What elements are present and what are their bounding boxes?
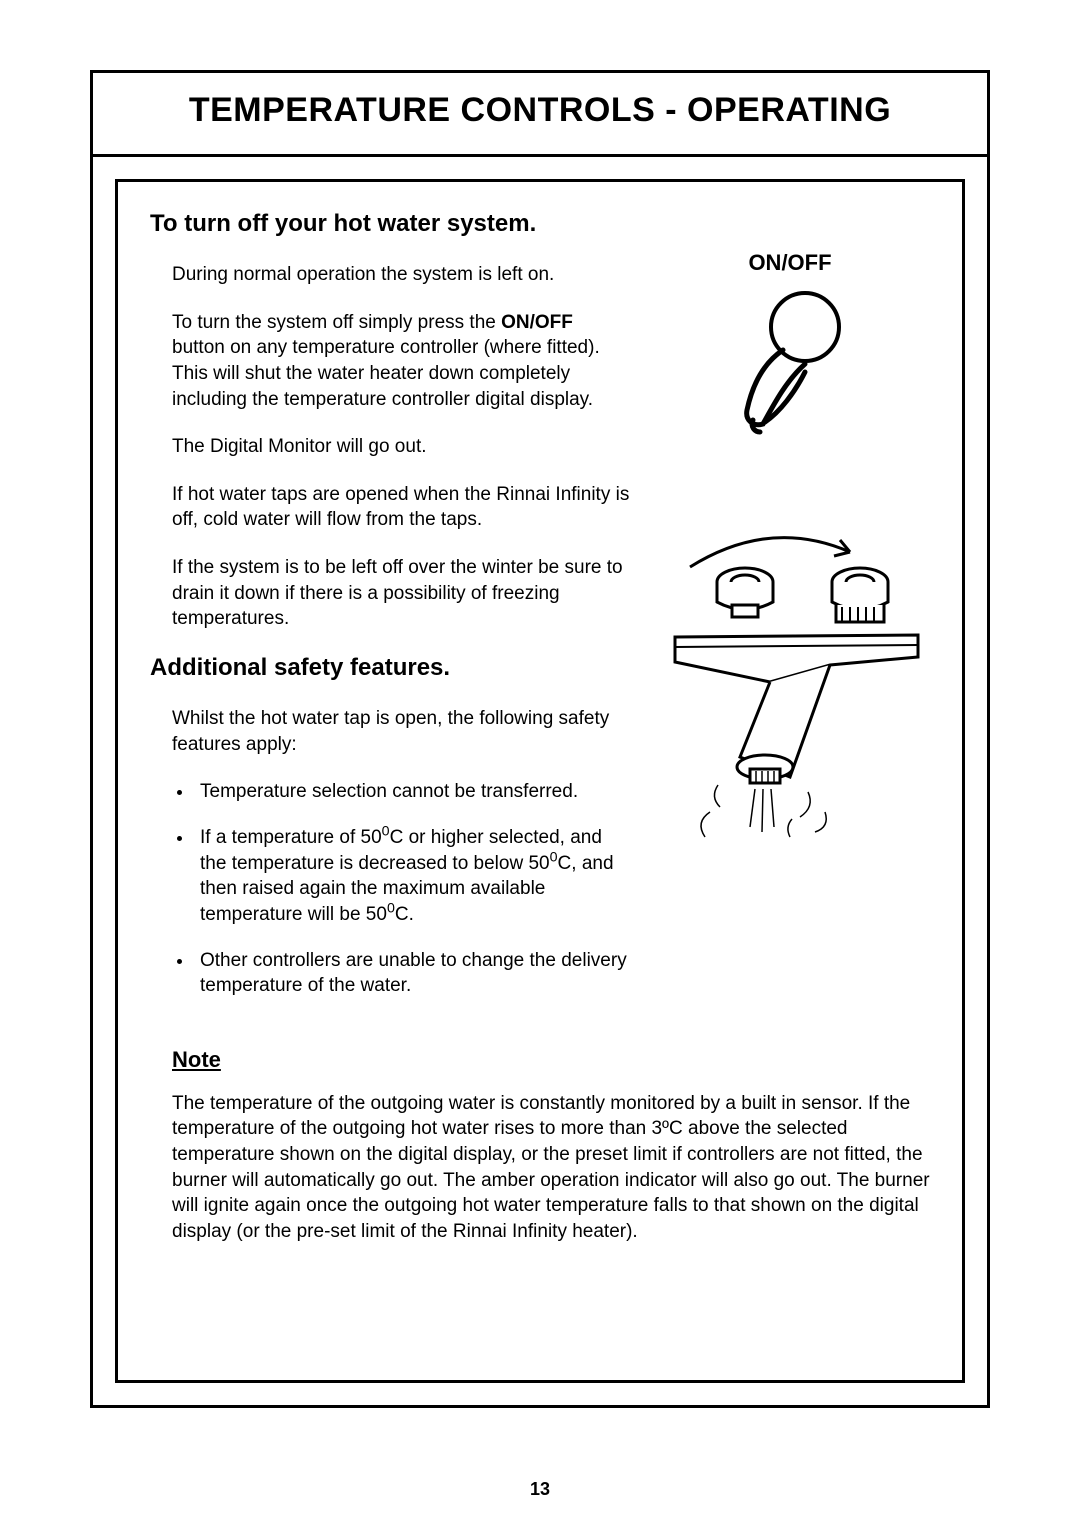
section2-heading: Additional safety features.	[150, 654, 630, 682]
page: TEMPERATURE CONTROLS - OPERATING To turn…	[0, 0, 1080, 1528]
page-number: 13	[0, 1479, 1080, 1500]
sup-0: 0	[550, 849, 558, 865]
b2-a: If a temperature of 50	[200, 827, 382, 848]
title-bar: TEMPERATURE CONTROLS - OPERATING	[93, 73, 987, 157]
note-heading: Note	[172, 1047, 930, 1073]
section1-p4: If hot water taps are opened when the Ri…	[172, 482, 630, 533]
tap-icon	[650, 527, 930, 867]
upper-columns: To turn off your hot water system. Durin…	[150, 210, 930, 1019]
sup-0: 0	[382, 824, 390, 840]
bullet-1: Temperature selection cannot be transfer…	[194, 779, 630, 805]
outer-frame: TEMPERATURE CONTROLS - OPERATING To turn…	[90, 70, 990, 1408]
onoff-finger-icon	[705, 282, 875, 452]
b2-d: C.	[395, 904, 414, 925]
section2-bullets: Temperature selection cannot be transfer…	[194, 779, 630, 998]
onoff-label: ON/OFF	[650, 250, 930, 276]
section1-p1: During normal operation the system is le…	[172, 262, 630, 288]
note-body: The temperature of the outgoing water is…	[172, 1091, 930, 1245]
section1-p3: The Digital Monitor will go out.	[172, 434, 630, 460]
sup-0: 0	[387, 901, 395, 917]
bullet-3: Other controllers are unable to change t…	[194, 948, 630, 999]
content-frame: To turn off your hot water system. Durin…	[115, 179, 965, 1383]
section1-p5: If the system is to be left off over the…	[172, 555, 630, 632]
left-column: To turn off your hot water system. Durin…	[150, 210, 630, 1019]
section1-heading: To turn off your hot water system.	[150, 210, 630, 238]
section2-intro: Whilst the hot water tap is open, the fo…	[172, 706, 630, 757]
section1-p2-bold: ON/OFF	[501, 312, 573, 333]
section1-p2-b: button on any temperature controller (wh…	[172, 337, 600, 409]
right-column: ON/OFF	[650, 210, 930, 1019]
section1-p2: To turn the system off simply press the …	[172, 310, 630, 413]
section1-p2-a: To turn the system off simply press the	[172, 312, 501, 333]
bullet-2: If a temperature of 500C or higher selec…	[194, 825, 630, 928]
page-title: TEMPERATURE CONTROLS - OPERATING	[103, 91, 977, 130]
